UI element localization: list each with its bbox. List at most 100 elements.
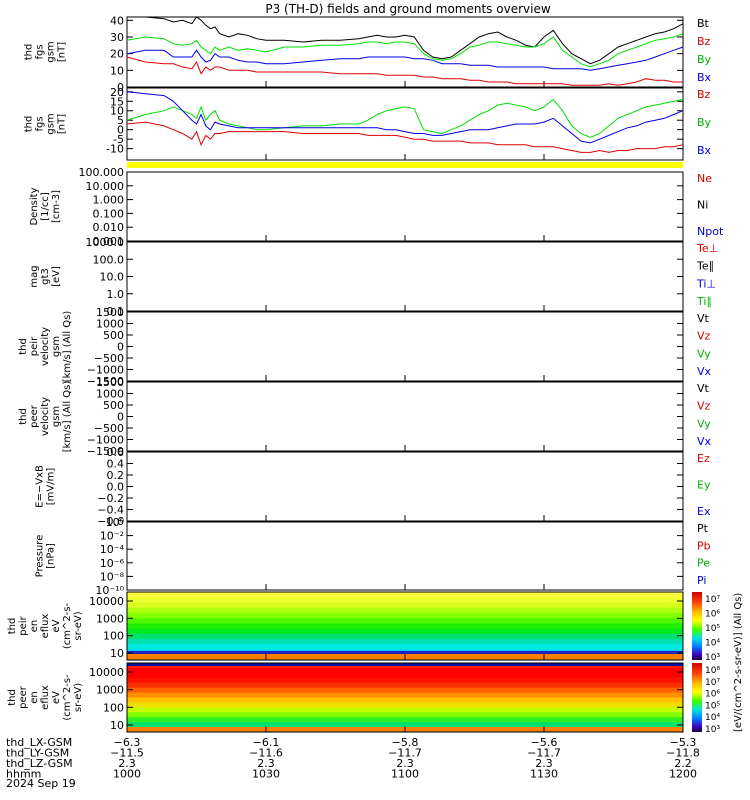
y-tick-label: 10 xyxy=(110,105,124,118)
panel-frame xyxy=(126,521,684,591)
spectrogram-band xyxy=(127,651,683,654)
y-tick-label: 5 xyxy=(117,114,124,127)
y-tick-label: 10⁻⁶ xyxy=(100,557,125,570)
x-tick-label: −5.6 xyxy=(531,736,558,749)
legend-entry: Ex xyxy=(697,505,711,518)
y-tick-label: 0.2 xyxy=(107,469,125,482)
legend-entry: Bz xyxy=(697,88,711,101)
y-tick-label: 100 xyxy=(103,701,124,714)
legend-entry: Vy xyxy=(697,347,711,360)
panel-frame xyxy=(126,451,684,522)
series-line-bz xyxy=(126,121,684,153)
spectrogram-band xyxy=(127,639,683,645)
quality-flag-bar xyxy=(127,162,683,168)
legend-entry: Bt xyxy=(697,17,710,30)
y-tick-label: -5 xyxy=(113,133,124,146)
spectrogram-band xyxy=(127,682,683,689)
colorbar-tick-label: 10³ xyxy=(705,653,720,663)
x-tick-label: 2.2 xyxy=(674,757,692,770)
x-tick-label: −11.6 xyxy=(249,747,283,760)
spectrogram-band xyxy=(127,677,683,684)
y-tick-label: 30 xyxy=(110,31,124,44)
y-tick-label: 10⁰ xyxy=(106,516,125,529)
y-tick-label: 1000 xyxy=(96,612,124,625)
series-line-bx xyxy=(126,46,684,71)
spectrogram-band xyxy=(127,592,683,598)
panel-fgs-total: 40 30 20 10 0 thdfgsgsm[nT] Bt Bz By Bx xyxy=(24,14,712,94)
legend-entry: Pt xyxy=(697,522,709,535)
y-tick-label: 100.0 xyxy=(93,253,125,266)
panel-peir-velocity: 150010005000−500−1000−1500thdpeirvelocit… xyxy=(18,306,712,388)
y-tick-label: 1000 xyxy=(96,684,124,697)
spectrogram-band xyxy=(127,697,683,704)
legend-entry: Bz xyxy=(697,35,711,48)
y-tick-label: 10⁻² xyxy=(100,530,124,543)
y-tick-label: −0.4 xyxy=(97,504,124,517)
series-line-bt xyxy=(127,16,684,65)
y-tick-label: 1500 xyxy=(96,376,124,389)
y-tick-label: 10⁻⁴ xyxy=(100,543,125,556)
series-line-bx xyxy=(126,91,684,144)
y-axis-label: thdfgsgsm[nT] xyxy=(24,41,68,62)
spectrogram-band xyxy=(127,644,683,651)
x-tick-label: 2.3 xyxy=(257,757,275,770)
y-tick-label: 0.4 xyxy=(107,458,125,471)
y-tick-label: 1000.0 xyxy=(86,236,125,249)
legend-entry: Vx xyxy=(697,365,712,378)
legend-entry: Bx xyxy=(697,144,712,157)
y-tick-label: 10.0 xyxy=(100,271,125,284)
x-tick-label: 2.3 xyxy=(396,757,414,770)
y-tick-label: 1500 xyxy=(96,306,124,319)
colorbar-tick-label: 10⁸ xyxy=(705,666,720,676)
colorbar-peir xyxy=(692,592,702,660)
colorbar-peer xyxy=(692,663,702,732)
spectrogram-band xyxy=(127,702,683,708)
y-tick-label: 100.000 xyxy=(79,166,125,179)
series-line-bz xyxy=(126,56,683,86)
y-tick-label: 10000 xyxy=(89,595,124,608)
y-tick-label: 0.6 xyxy=(107,446,125,459)
x-tick-label: 2.3 xyxy=(535,757,553,770)
spectrogram-band xyxy=(127,607,683,614)
panel-frame xyxy=(126,171,684,242)
y-tick-label: 1.0 xyxy=(107,288,125,301)
y-axis-label: Density[1/cc][cm-3] xyxy=(29,187,62,225)
colorbar-tick-label: 10⁵ xyxy=(705,624,720,634)
legend-entry: Ti⊥ xyxy=(696,277,716,290)
y-tick-label: −1000 xyxy=(87,364,124,377)
y-tick-label: −0.2 xyxy=(97,492,124,505)
y-axis-label: E=−VxB[mV/m] xyxy=(35,465,57,508)
y-tick-label: 0.100 xyxy=(93,207,125,220)
spectrogram-band xyxy=(127,712,683,718)
y-axis-label: thdfgsgsm[nT] xyxy=(24,113,68,134)
colorbar-tick-label: 10⁵ xyxy=(705,701,720,711)
x-tick-label: 1100 xyxy=(391,768,419,781)
legend-entry: Vt xyxy=(697,312,710,325)
y-axis-label: thdpeirenefluxeV(cm^2-s-sr-eV) xyxy=(7,602,84,649)
spectrogram-band xyxy=(127,633,683,640)
y-tick-label: 0 xyxy=(117,411,124,424)
x-tick-label: 2.3 xyxy=(118,757,136,770)
colorbar-tick-label: 10⁶ xyxy=(705,690,720,700)
y-tick-label: 0 xyxy=(117,341,124,354)
y-tick-label: 1000 xyxy=(96,388,124,401)
y-tick-label: 1.000 xyxy=(93,194,125,207)
panel-frame xyxy=(126,381,684,452)
legend-entry: Vy xyxy=(697,417,711,430)
x-tick-label: −11.5 xyxy=(110,747,144,760)
x-axis-row-label: hhmm xyxy=(6,768,41,781)
y-tick-label: 10000 xyxy=(89,666,124,679)
y-axis-label: thdpeerenefluxeV(cm^2-s-sr-eV) xyxy=(7,674,84,721)
x-tick-label: −5.8 xyxy=(392,736,419,749)
colorbar-tick-label: 10⁶ xyxy=(705,610,720,620)
x-axis-row-label: thd_LX-GSM xyxy=(6,736,72,749)
y-tick-label: 10.000 xyxy=(86,180,125,193)
x-tick-label: −6.3 xyxy=(114,736,141,749)
colorbar-tick-label: 10⁷ xyxy=(705,678,720,688)
y-tick-label: −0.6 xyxy=(97,515,124,528)
x-tick-label: −5.3 xyxy=(670,736,697,749)
x-axis-row-label: thd_LY-GSM xyxy=(6,747,69,760)
series-line-by xyxy=(126,33,684,68)
legend-entry: Ne xyxy=(697,172,712,185)
